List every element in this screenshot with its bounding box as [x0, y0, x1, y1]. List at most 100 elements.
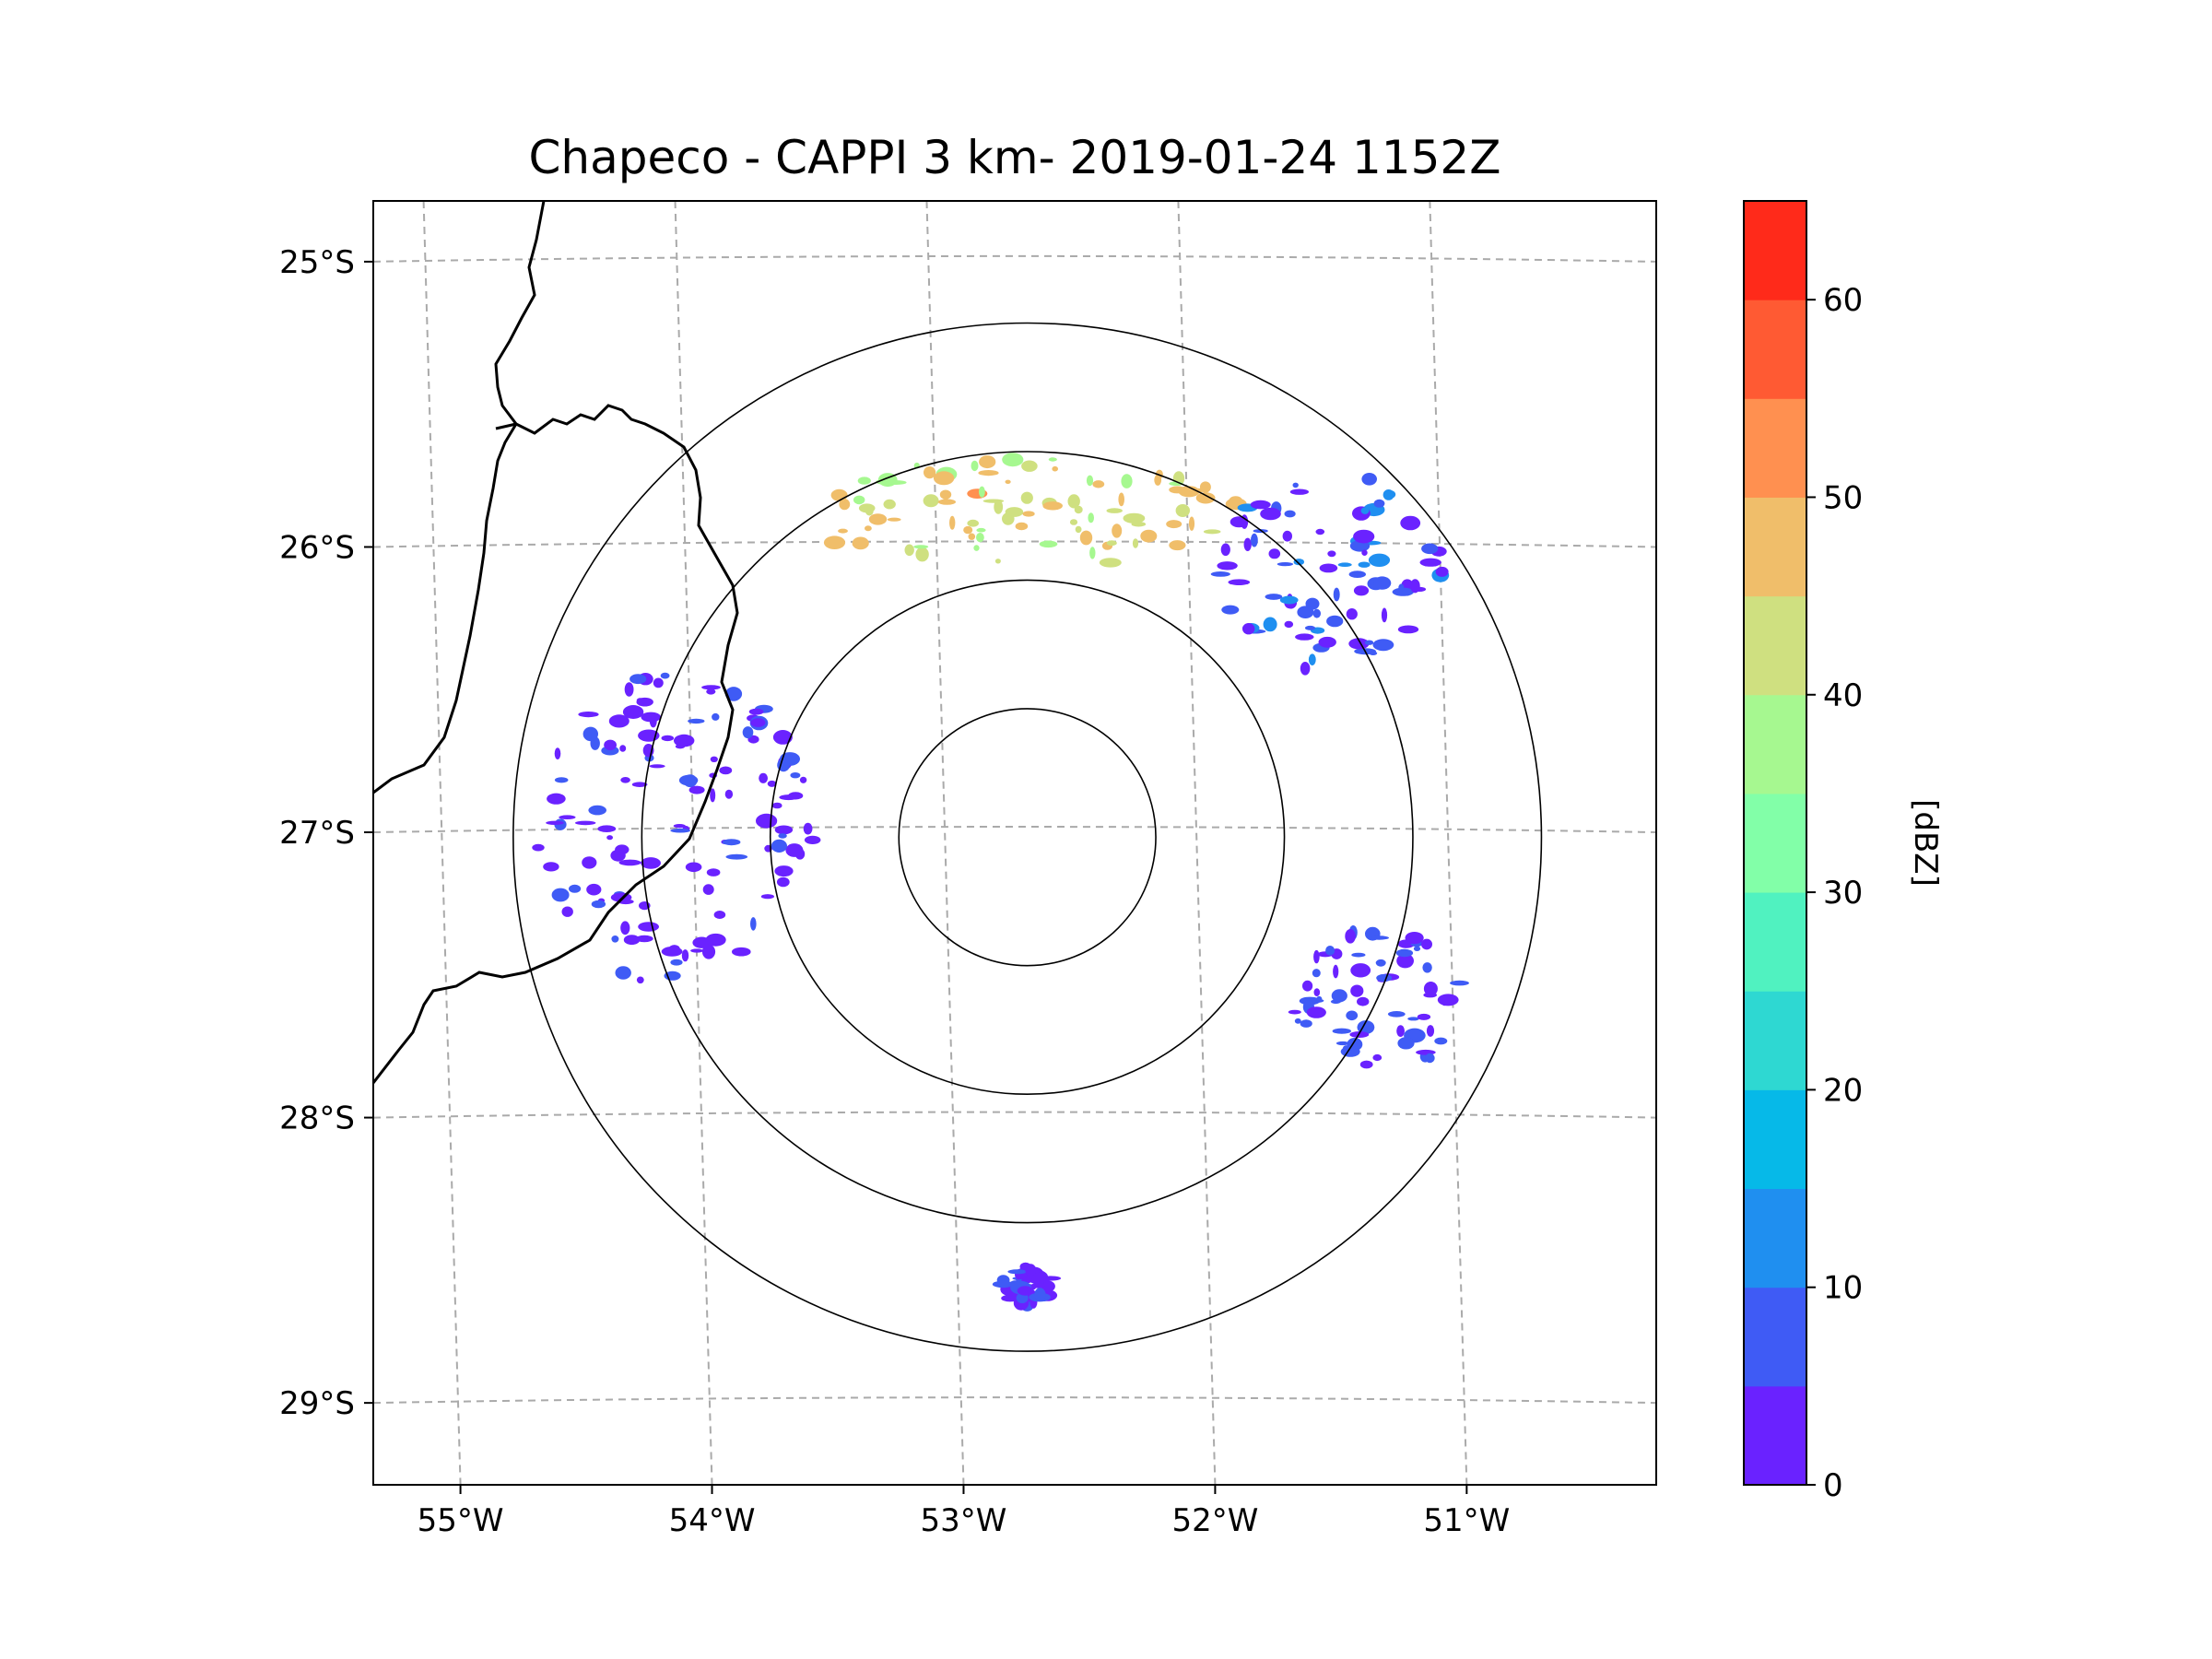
echo-cell — [1300, 1019, 1312, 1028]
y-tick-label-3: 28°S — [279, 1100, 355, 1137]
echo-cell — [620, 777, 630, 783]
echo-cell — [1361, 473, 1377, 486]
echo-cell — [1251, 533, 1258, 547]
echo-cell — [608, 714, 629, 728]
echo-cell — [1410, 579, 1420, 594]
echo-cell — [939, 489, 952, 500]
echo-cell — [750, 917, 757, 931]
echo-cell — [839, 499, 851, 511]
echo-cell — [937, 499, 956, 505]
echo-cell — [661, 735, 675, 742]
echo-cell — [1048, 457, 1057, 462]
x-tick-label-3: 52°W — [1171, 1502, 1258, 1539]
echo-cell — [1333, 964, 1339, 979]
y-tick-label-0: 25°S — [279, 244, 355, 281]
range-rings — [512, 322, 1543, 1352]
echo-cell — [778, 833, 787, 839]
echo-cell — [1348, 571, 1367, 578]
echo-cell — [1002, 453, 1024, 467]
echo-cell — [978, 469, 999, 477]
echo-cell — [702, 884, 714, 895]
echo-cell — [992, 1280, 1014, 1288]
echo-cell — [681, 949, 689, 962]
echo-cell — [759, 772, 768, 783]
echo-cell — [979, 455, 996, 469]
echo-cell — [838, 528, 848, 534]
x-tick-label-4: 51°W — [1423, 1502, 1510, 1539]
gridline-x-3 — [1177, 201, 1217, 1485]
echo-cell — [963, 525, 973, 535]
colorbar-swatch-1 — [1744, 1287, 1806, 1387]
echo-cell — [750, 718, 766, 727]
colorbar-swatch-0 — [1744, 1385, 1806, 1486]
echo-cell — [1025, 1264, 1037, 1277]
echo-cell — [1360, 507, 1370, 514]
echo-cell — [1333, 587, 1340, 602]
echo-cell — [1140, 529, 1158, 543]
echo-cell — [710, 756, 718, 762]
x-tick-label-2: 53°W — [921, 1502, 1007, 1539]
echo-cell — [670, 959, 683, 966]
echo-cell — [674, 734, 695, 747]
echo-cell — [949, 515, 956, 530]
echo-cell — [1300, 662, 1311, 676]
echo-cell — [748, 708, 764, 715]
echo-cell — [673, 824, 686, 829]
echo-cell — [618, 859, 641, 866]
echo-cell — [774, 825, 794, 835]
echo-cell — [561, 906, 573, 917]
echo-cell — [915, 547, 929, 562]
echo-cell — [569, 884, 582, 893]
echo-cell — [760, 894, 775, 900]
colorbar-tick-label-0: 0 — [1823, 1467, 1843, 1504]
echo-cell — [1067, 494, 1080, 509]
echo-cell — [1106, 540, 1117, 547]
echo-cell — [804, 835, 821, 845]
colorbar-swatch-12 — [1744, 201, 1806, 300]
echo-cell — [1450, 980, 1469, 986]
echo-cell — [1121, 474, 1133, 488]
echo-cell — [1112, 524, 1123, 538]
colorbar-tick-label-5: 50 — [1823, 479, 1863, 516]
echo-cell — [858, 503, 876, 513]
echo-cell — [767, 780, 777, 787]
echo-cell — [1425, 1053, 1435, 1064]
echo-cell — [852, 536, 869, 550]
echo-cell — [1288, 1009, 1301, 1015]
echo-cell — [1331, 989, 1347, 1003]
echo-cell — [1345, 929, 1356, 944]
echo-cell — [591, 900, 606, 909]
echo-cell — [705, 933, 726, 947]
echo-cell — [712, 712, 720, 721]
colorbar-swatch-4 — [1744, 991, 1806, 1090]
echo-north-band — [823, 453, 1247, 568]
echo-east — [1288, 925, 1469, 1069]
echo-west-block — [532, 672, 821, 984]
echo-cell — [1106, 508, 1123, 513]
echo-cell — [1437, 994, 1459, 1006]
echo-cell — [887, 517, 901, 522]
echo-cell — [799, 776, 807, 783]
echo-cell — [1188, 516, 1195, 531]
gridline-x-0 — [422, 201, 462, 1485]
echo-cell — [543, 862, 559, 872]
echo-cell — [1313, 949, 1320, 964]
echo-cell — [1325, 946, 1335, 956]
echo-cell — [994, 559, 1001, 564]
state-border-north — [373, 201, 546, 794]
echo-cell — [578, 712, 599, 718]
echo-cell — [1099, 558, 1122, 568]
echo-cell — [1405, 932, 1424, 945]
x-ticks: 55°W 54°W 53°W 52°W 51°W — [418, 1485, 1510, 1539]
echo-cell — [1217, 561, 1238, 571]
colorbar-tick-label-6: 60 — [1823, 282, 1863, 319]
echo-cell — [823, 535, 846, 549]
echo-cell — [641, 857, 661, 869]
echo-cell — [1369, 651, 1378, 655]
echo-cell — [1052, 465, 1058, 472]
colorbar-label: [dBZ] — [1907, 799, 1944, 887]
echo-cell — [1308, 653, 1316, 665]
echo-cell — [756, 813, 778, 829]
state-borders — [373, 201, 739, 1084]
